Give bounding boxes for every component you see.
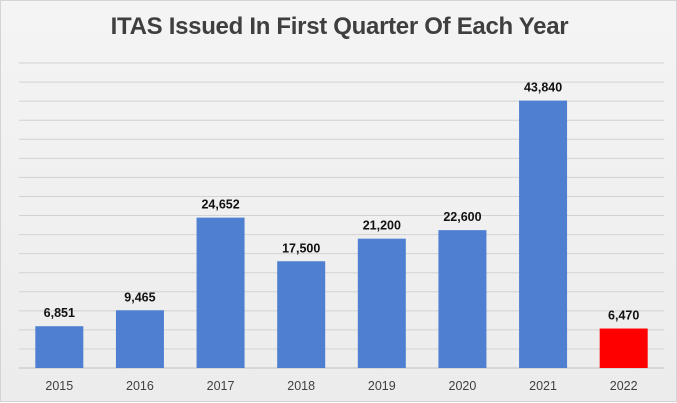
x-tick-2015: 2015 xyxy=(45,379,73,393)
x-tick-2017: 2017 xyxy=(207,379,235,393)
bar-2021 xyxy=(519,100,568,369)
x-tick-2018: 2018 xyxy=(287,379,315,393)
value-label-2021: 43,840 xyxy=(524,81,562,95)
value-label-2018: 17,500 xyxy=(282,241,320,255)
bar-2018 xyxy=(277,261,326,368)
bar-2017 xyxy=(196,217,245,368)
x-tick-2016: 2016 xyxy=(126,379,154,393)
bar-2015 xyxy=(35,326,84,368)
value-label-2019: 21,200 xyxy=(363,219,401,233)
value-label-2017: 24,652 xyxy=(201,198,239,212)
value-labels: 6,851 9,465 24,652 17,500 21,200 22,600 43,840… xyxy=(44,81,640,323)
bar-2020 xyxy=(438,230,487,368)
chart-title: ITAS Issued In First Quarter Of Each Yea… xyxy=(110,13,569,40)
value-label-2015: 6,851 xyxy=(44,306,75,320)
x-tick-2021: 2021 xyxy=(529,379,557,393)
value-label-2020: 22,600 xyxy=(443,210,481,224)
x-tick-2019: 2019 xyxy=(368,379,396,393)
x-tick-2022: 2022 xyxy=(610,379,638,393)
bar-2022 xyxy=(599,328,648,368)
bar-2019 xyxy=(357,238,406,368)
bar-2016 xyxy=(115,310,164,368)
x-tick-labels: 2015 2016 2017 2018 2019 2020 2021 2022 xyxy=(45,379,637,393)
gridlines xyxy=(19,62,664,369)
value-label-2022: 6,470 xyxy=(608,309,639,323)
x-tick-2020: 2020 xyxy=(449,379,477,393)
bars xyxy=(35,100,648,369)
value-label-2016: 9,465 xyxy=(124,290,155,304)
